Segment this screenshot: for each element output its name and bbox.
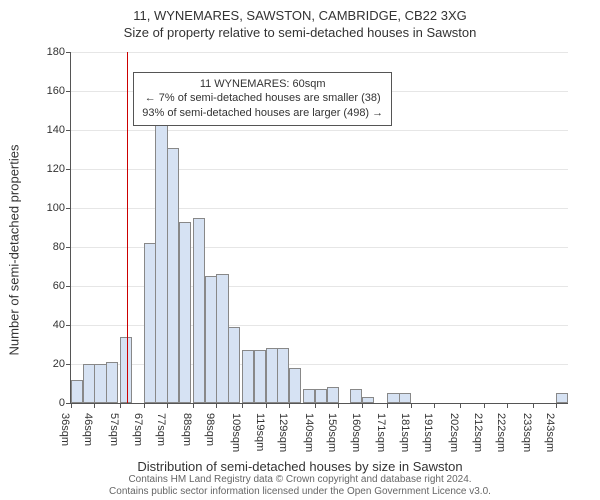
histogram-bar	[327, 387, 339, 403]
y-tick-mark	[66, 286, 71, 287]
x-tick-mark	[556, 403, 557, 408]
x-tick-mark	[120, 403, 121, 408]
x-tick-mark	[216, 403, 217, 408]
x-tick-label: 202sqm	[448, 405, 460, 452]
y-tick-mark	[66, 247, 71, 248]
x-tick-mark	[193, 403, 194, 408]
x-tick-mark	[94, 403, 95, 408]
gridline	[71, 208, 568, 209]
y-tick-mark	[66, 52, 71, 53]
histogram-bar	[266, 348, 278, 403]
y-axis-label: Number of semi-detached properties	[7, 145, 22, 356]
footer-line2: Contains public sector information licen…	[0, 486, 600, 498]
x-tick-label: 243sqm	[544, 405, 556, 452]
info-box-larger: 93% of semi-detached houses are larger (…	[142, 106, 383, 121]
histogram-bar	[315, 389, 327, 403]
histogram-bar	[556, 393, 568, 403]
y-tick-mark	[66, 208, 71, 209]
info-box-smaller: ← 7% of semi-detached houses are smaller…	[142, 91, 383, 106]
y-tick-mark	[66, 130, 71, 131]
reference-line	[127, 52, 128, 403]
gridline	[71, 52, 568, 53]
x-tick-mark	[71, 403, 72, 408]
x-tick-mark	[507, 403, 508, 408]
histogram-bar	[254, 350, 266, 403]
x-tick-label: 150sqm	[326, 405, 338, 452]
y-tick-mark	[66, 91, 71, 92]
histogram-bar	[362, 397, 374, 403]
chart-footer: Contains HM Land Registry data © Crown c…	[0, 474, 600, 498]
x-tick-label: 57sqm	[108, 405, 120, 446]
chart-titles: 11, WYNEMARES, SAWSTON, CAMBRIDGE, CB22 …	[0, 0, 600, 40]
chart-title-line2: Size of property relative to semi-detach…	[0, 25, 600, 40]
plot-area: 02040608010012014016018036sqm46sqm57sqm6…	[70, 52, 568, 404]
histogram-bar	[228, 327, 240, 403]
x-tick-label: 129sqm	[277, 405, 289, 452]
x-tick-mark	[411, 403, 412, 408]
x-tick-mark	[167, 403, 168, 408]
x-tick-label: 46sqm	[82, 405, 94, 446]
x-tick-mark	[289, 403, 290, 408]
histogram-bar	[144, 243, 156, 403]
x-tick-mark	[434, 403, 435, 408]
histogram-bar	[387, 393, 399, 403]
x-axis-label: Distribution of semi-detached houses by …	[0, 459, 600, 474]
plot-zone: 02040608010012014016018036sqm46sqm57sqm6…	[70, 52, 568, 404]
gridline	[71, 169, 568, 170]
histogram-bar	[94, 364, 106, 403]
histogram-bar	[83, 364, 95, 403]
histogram-bar	[205, 276, 217, 403]
x-tick-label: 140sqm	[303, 405, 315, 452]
chart-title-line1: 11, WYNEMARES, SAWSTON, CAMBRIDGE, CB22 …	[0, 8, 600, 23]
x-tick-mark	[460, 403, 461, 408]
histogram-bar	[216, 274, 228, 403]
x-tick-label: 67sqm	[132, 405, 144, 446]
x-tick-label: 109sqm	[230, 405, 242, 452]
chart-container: 11, WYNEMARES, SAWSTON, CAMBRIDGE, CB22 …	[0, 0, 600, 500]
histogram-bar	[242, 350, 254, 403]
x-tick-label: 36sqm	[59, 405, 71, 446]
info-box-title: 11 WYNEMARES: 60sqm	[142, 77, 383, 92]
histogram-bar	[179, 222, 191, 403]
footer-line1: Contains HM Land Registry data © Crown c…	[0, 474, 600, 486]
x-tick-label: 181sqm	[399, 405, 411, 452]
x-tick-label: 77sqm	[155, 405, 167, 446]
x-tick-label: 119sqm	[254, 405, 266, 451]
histogram-bar	[399, 393, 411, 403]
y-tick-mark	[66, 169, 71, 170]
histogram-bar	[71, 380, 83, 403]
gridline	[71, 130, 568, 131]
y-tick-mark	[66, 364, 71, 365]
histogram-bar	[289, 368, 301, 403]
info-box: 11 WYNEMARES: 60sqm← 7% of semi-detached…	[133, 72, 392, 127]
histogram-bar	[106, 362, 118, 403]
x-tick-mark	[338, 403, 339, 408]
x-tick-label: 212sqm	[472, 405, 484, 452]
histogram-bar	[167, 148, 179, 403]
x-tick-label: 88sqm	[181, 405, 193, 446]
x-tick-mark	[242, 403, 243, 408]
x-tick-label: 160sqm	[350, 405, 362, 452]
x-tick-label: 98sqm	[204, 405, 216, 446]
x-tick-label: 233sqm	[521, 405, 533, 452]
histogram-bar	[277, 348, 289, 403]
x-tick-label: 191sqm	[422, 405, 434, 452]
x-tick-label: 171sqm	[375, 405, 387, 452]
histogram-bar	[193, 218, 205, 403]
histogram-bar	[155, 120, 167, 403]
y-tick-mark	[66, 325, 71, 326]
histogram-bar	[303, 389, 315, 403]
x-tick-mark	[387, 403, 388, 408]
x-tick-label: 222sqm	[495, 405, 507, 452]
histogram-bar	[350, 389, 362, 403]
